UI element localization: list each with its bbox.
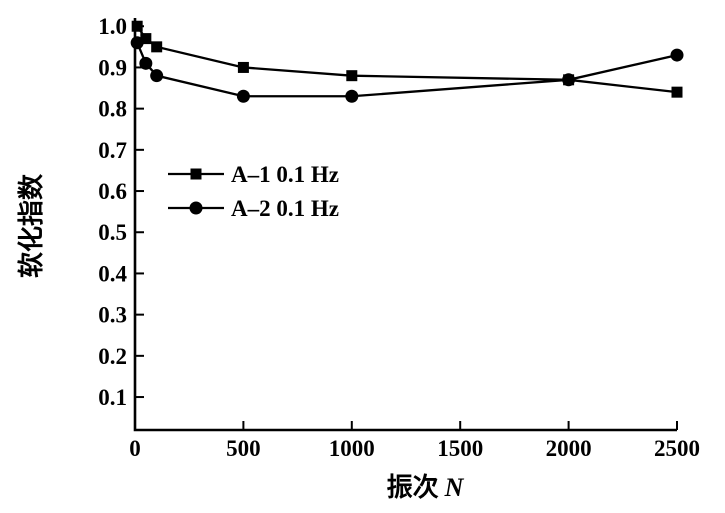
- x-tick-label: 2500: [654, 436, 700, 461]
- legend-group: A–1 0.1 Hz A–2 0.1 Hz: [168, 162, 339, 221]
- y-tick-label: 0.6: [98, 179, 127, 204]
- x-tick-label: 2000: [546, 436, 592, 461]
- data-point-circle: [345, 89, 359, 103]
- y-tick-label: 0.2: [98, 344, 127, 369]
- y-tick-label: 0.4: [98, 261, 127, 286]
- legend-marker: [189, 201, 203, 215]
- axes-group: 0 500 1000 1500 2000 2500 0.1 0.2 0.3 0.4 0.5 0.6 0.…: [98, 14, 700, 461]
- x-tick-label: 1500: [437, 436, 483, 461]
- y-tick-label: 0.9: [98, 55, 127, 80]
- y-tick-label: 0.1: [98, 385, 127, 410]
- y-tick-label: 0.8: [98, 97, 127, 122]
- data-point-square: [131, 20, 143, 32]
- data-point-square: [671, 86, 683, 98]
- data-point-square: [237, 61, 249, 73]
- series-line: [136, 42, 678, 98]
- data-point-square: [563, 74, 575, 86]
- x-tick-label: 500: [226, 436, 261, 461]
- data-point-circle: [150, 69, 164, 83]
- legend-marker: [190, 168, 202, 180]
- y-tick-label: 1.0: [98, 14, 127, 39]
- data-point-square: [151, 41, 163, 53]
- data-point-square: [140, 33, 152, 45]
- legend-label: A–2 0.1 Hz: [231, 196, 339, 221]
- data-point-circle: [670, 48, 684, 62]
- axis-line: [133, 18, 677, 432]
- data-point-square: [346, 70, 358, 82]
- y-tick-label: 0.3: [98, 303, 127, 328]
- y-axis-title: 软化指数: [17, 173, 46, 278]
- x-tick-label: 1000: [329, 436, 375, 461]
- axis-titles-group: 振次 N 软化指数: [17, 173, 465, 502]
- y-tick-label: 0.5: [98, 220, 127, 245]
- series-group: [130, 20, 684, 103]
- x-axis-title: 振次 N: [387, 473, 465, 502]
- legend-label: A–1 0.1 Hz: [231, 162, 339, 187]
- x-tick-label: 0: [129, 436, 141, 461]
- data-point-circle: [139, 56, 153, 70]
- data-point-circle: [236, 89, 250, 103]
- series-line: [136, 25, 678, 94]
- y-tick-label: 0.7: [98, 138, 127, 163]
